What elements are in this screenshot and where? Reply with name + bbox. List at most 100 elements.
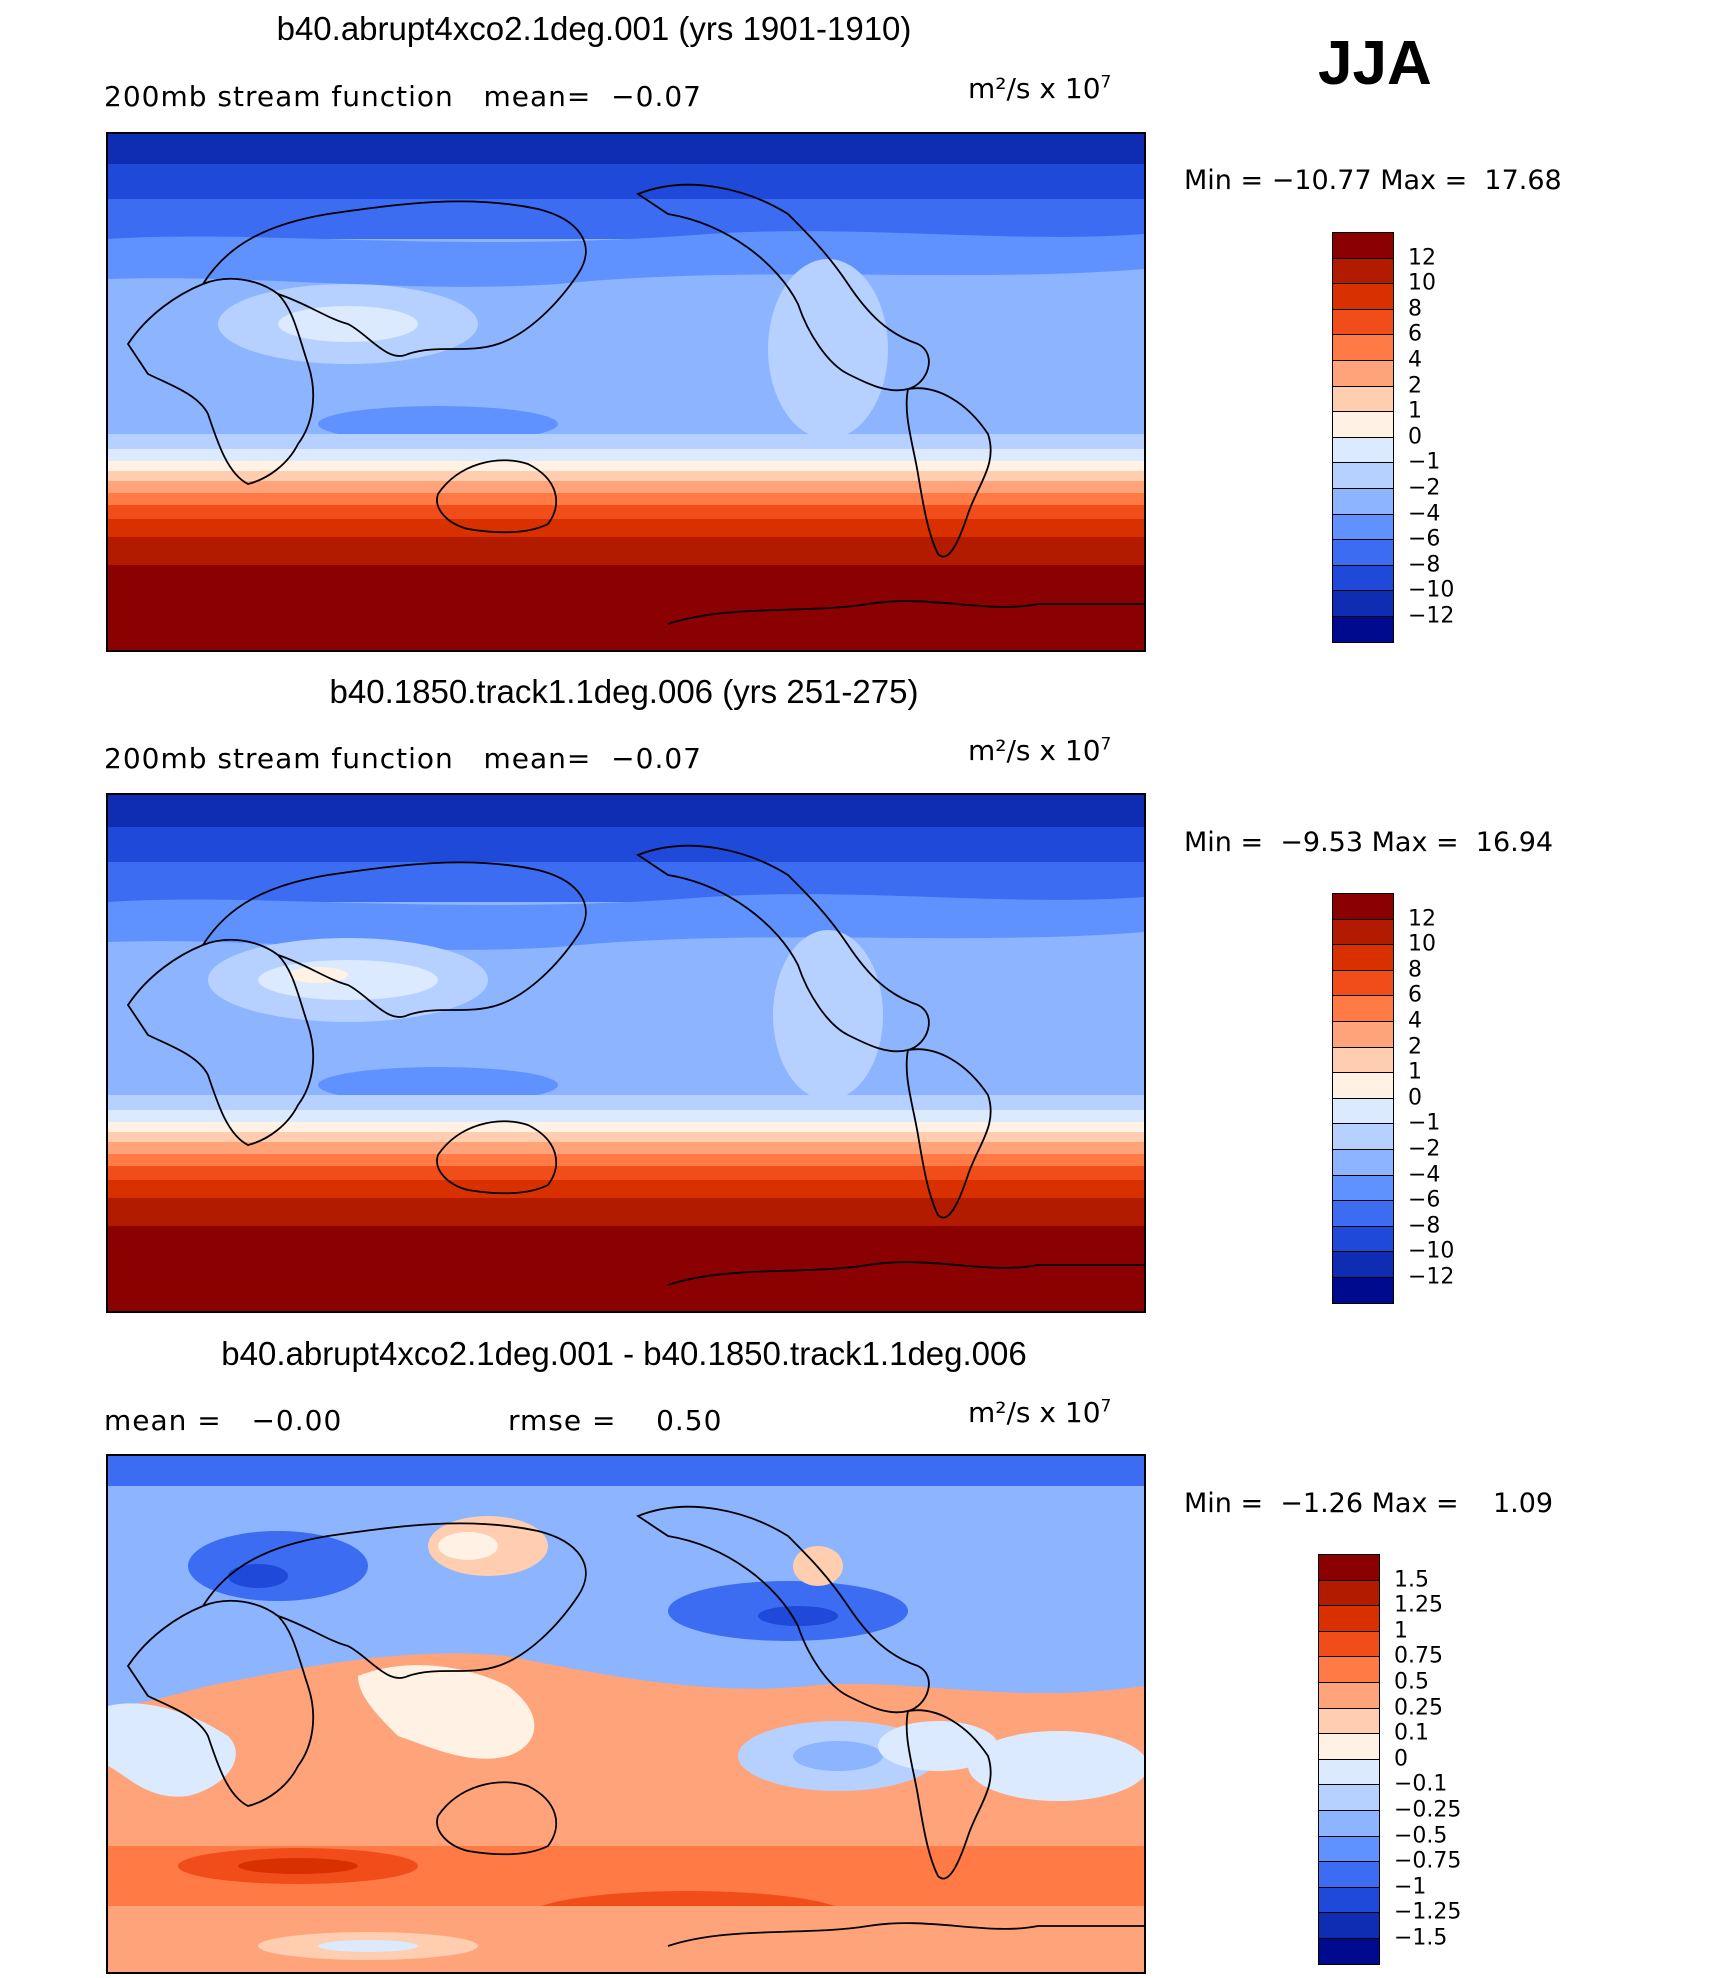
- colorbar-cell: [1332, 944, 1394, 972]
- panel-2-title: b40.1850.track1.1deg.006 (yrs 251-275): [329, 673, 919, 710]
- colorbar-label: −12: [1408, 603, 1455, 629]
- colorbar-label: 2: [1408, 1034, 1422, 1060]
- colorbar-label: 0.25: [1394, 1695, 1443, 1721]
- colorbar-label: −0.75: [1394, 1848, 1462, 1874]
- colorbar-label: −6: [1408, 1187, 1441, 1213]
- colorbar-label: −1.25: [1394, 1899, 1462, 1925]
- panel-2-subtitle: 200mb stream function mean= −0.07: [104, 742, 702, 775]
- colorbar-cell: [1332, 232, 1394, 260]
- colorbar-label: −8: [1408, 1213, 1441, 1239]
- colorbar-cell: [1332, 334, 1394, 362]
- colorbar-cell: [1332, 436, 1394, 464]
- panel-3-field: [108, 1456, 1144, 1972]
- colorbar-cell: [1332, 462, 1394, 490]
- colorbar-label: 0: [1394, 1746, 1408, 1772]
- colorbar-label: 1.5: [1394, 1567, 1429, 1593]
- panel-1-colorbar: 12 10 8 6 4 2 1 0 −1 −2 −4 −6 −8 −10 −12: [1332, 232, 1582, 644]
- colorbar-cell: [1318, 1886, 1380, 1914]
- panel-3-subtitle-mean: mean = −0.00: [104, 1404, 343, 1437]
- panel-1-field: [108, 134, 1144, 650]
- panel-1-map: [106, 132, 1146, 652]
- colorbar-cell: [1332, 995, 1394, 1023]
- colorbar-cell: [1332, 590, 1394, 618]
- colorbar-label: 0: [1408, 1085, 1422, 1111]
- season-label: JJA: [1318, 29, 1432, 98]
- colorbar-cell: [1332, 308, 1394, 336]
- panel-3-units: m²/s x 107: [968, 1396, 1112, 1429]
- colorbar-label: 12: [1408, 245, 1436, 271]
- colorbar-cell: [1318, 1707, 1380, 1735]
- colorbar-cell: [1332, 1046, 1394, 1074]
- colorbar-cell: [1318, 1630, 1380, 1658]
- panel-2-map: [106, 793, 1146, 1313]
- colorbar-cell: [1332, 385, 1394, 413]
- colorbar-cell: [1332, 411, 1394, 439]
- colorbar-label: 0: [1408, 424, 1422, 450]
- colorbar-cell: [1332, 360, 1394, 388]
- colorbar-label: 1: [1408, 1059, 1422, 1085]
- colorbar-label: −8: [1408, 552, 1441, 578]
- colorbar-label: 6: [1408, 321, 1422, 347]
- colorbar-label: 1.25: [1394, 1592, 1443, 1618]
- colorbar-cell: [1318, 1758, 1380, 1786]
- colorbar-label: −0.5: [1394, 1823, 1448, 1849]
- panel-1-minmax: Min = −10.77 Max = 17.68: [1184, 165, 1562, 196]
- panel-3-minmax: Min = −1.26 Max = 1.09: [1184, 1488, 1554, 1519]
- colorbar-cell: [1332, 969, 1394, 997]
- colorbar-label: 10: [1408, 270, 1436, 296]
- panel-2-units: m²/s x 107: [968, 734, 1112, 767]
- colorbar-label: −4: [1408, 501, 1441, 527]
- colorbar-label: −12: [1408, 1264, 1455, 1290]
- colorbar-label: −1: [1394, 1874, 1427, 1900]
- colorbar-cell: [1332, 1123, 1394, 1151]
- colorbar-label: 12: [1408, 906, 1436, 932]
- colorbar-cell: [1318, 1938, 1380, 1966]
- colorbar-cell: [1332, 1021, 1394, 1049]
- panel-1-subtitle: 200mb stream function mean= −0.07: [104, 80, 702, 113]
- colorbar-cell: [1332, 1072, 1394, 1100]
- colorbar-label: −10: [1408, 577, 1455, 603]
- colorbar-label: −0.1: [1394, 1771, 1448, 1797]
- colorbar-label: −6: [1408, 526, 1441, 552]
- colorbar-cell: [1332, 539, 1394, 567]
- colorbar-label: 2: [1408, 373, 1422, 399]
- colorbar-cell: [1318, 1554, 1380, 1582]
- panel-2-minmax: Min = −9.53 Max = 16.94: [1184, 827, 1554, 858]
- colorbar-cell: [1318, 1912, 1380, 1940]
- colorbar-label: 1: [1408, 398, 1422, 424]
- colorbar-label: 10: [1408, 931, 1436, 957]
- colorbar-label: 4: [1408, 1008, 1422, 1034]
- panel-1-coastlines: [126, 183, 1144, 625]
- panel-2-coastlines: [126, 844, 1144, 1286]
- colorbar-cell: [1332, 616, 1394, 644]
- colorbar-label: −1: [1408, 449, 1441, 475]
- colorbar-label: 6: [1408, 982, 1422, 1008]
- colorbar-label: −1.5: [1394, 1925, 1448, 1951]
- colorbar-cell: [1332, 1149, 1394, 1177]
- colorbar-label: 0.75: [1394, 1643, 1443, 1669]
- panel-2-colorbar: 12 10 8 6 4 2 1 0 −1 −2 −4 −6 −8 −10 −12: [1332, 893, 1582, 1305]
- colorbar-cell: [1332, 918, 1394, 946]
- colorbar-cell: [1318, 1810, 1380, 1838]
- panel-3-coastlines: [126, 1505, 1144, 1947]
- panel-3-title: b40.abrupt4xco2.1deg.001 - b40.1850.trac…: [221, 1335, 1027, 1372]
- colorbar-cell: [1318, 1861, 1380, 1889]
- colorbar-cell: [1332, 1097, 1394, 1125]
- colorbar-label: 4: [1408, 347, 1422, 373]
- panel-1-title: b40.abrupt4xco2.1deg.001 (yrs 1901-1910): [276, 10, 912, 47]
- colorbar-cell: [1332, 1225, 1394, 1253]
- colorbar-label: 0.5: [1394, 1669, 1429, 1695]
- colorbar-cell: [1332, 513, 1394, 541]
- colorbar-cell: [1318, 1605, 1380, 1633]
- colorbar-cell: [1332, 488, 1394, 516]
- colorbar-label: −10: [1408, 1238, 1455, 1264]
- panel-3-map: [106, 1454, 1146, 1974]
- panel-2-field: [108, 795, 1144, 1311]
- colorbar-cell: [1332, 893, 1394, 921]
- colorbar-cell: [1318, 1784, 1380, 1812]
- colorbar-cell: [1318, 1656, 1380, 1684]
- colorbar-label: 0.1: [1394, 1720, 1429, 1746]
- colorbar-label: −4: [1408, 1162, 1441, 1188]
- colorbar-label: −2: [1408, 1136, 1441, 1162]
- colorbar-cell: [1332, 1174, 1394, 1202]
